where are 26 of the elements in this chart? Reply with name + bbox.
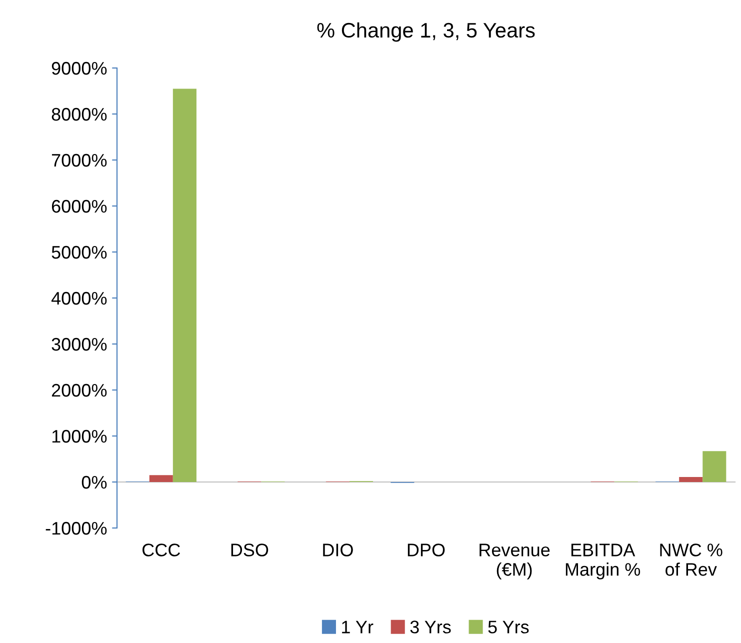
chart-title: % Change 1, 3, 5 Years bbox=[317, 22, 535, 42]
legend-label: 5 Yrs bbox=[488, 620, 529, 634]
y-tick-label: 6000% bbox=[52, 200, 107, 213]
x-tick-label: DPO bbox=[408, 544, 445, 556]
x-tick-label: EBITDA Margin % bbox=[566, 544, 640, 580]
y-tick-label: 3000% bbox=[52, 338, 107, 351]
y-tick-label: 1000% bbox=[52, 430, 107, 443]
x-tick-label: DSO bbox=[231, 544, 268, 556]
y-tick-label: 2000% bbox=[52, 384, 107, 397]
y-tick-label: 0% bbox=[82, 476, 107, 489]
legend-label: 3 Yrs bbox=[410, 620, 451, 634]
bar bbox=[149, 475, 173, 482]
x-tick-label: NWC % of Rev bbox=[660, 544, 722, 576]
x-tick-label: DIO bbox=[323, 544, 353, 556]
y-tick-label: 9000% bbox=[52, 62, 107, 75]
bar bbox=[679, 476, 703, 482]
x-tick-label: Revenue (€M) bbox=[480, 544, 550, 580]
x-tick-label: CCC bbox=[142, 544, 180, 556]
y-tick-label: 7000% bbox=[52, 154, 107, 167]
bar bbox=[172, 88, 196, 482]
legend-label: 1 Yr bbox=[342, 620, 374, 634]
bar bbox=[702, 451, 726, 482]
y-tick-label: 5000% bbox=[52, 246, 107, 259]
y-tick-label: 4000% bbox=[51, 292, 107, 305]
y-tick-label: 8000% bbox=[52, 108, 107, 121]
y-tick-label: -1000% bbox=[46, 522, 107, 535]
